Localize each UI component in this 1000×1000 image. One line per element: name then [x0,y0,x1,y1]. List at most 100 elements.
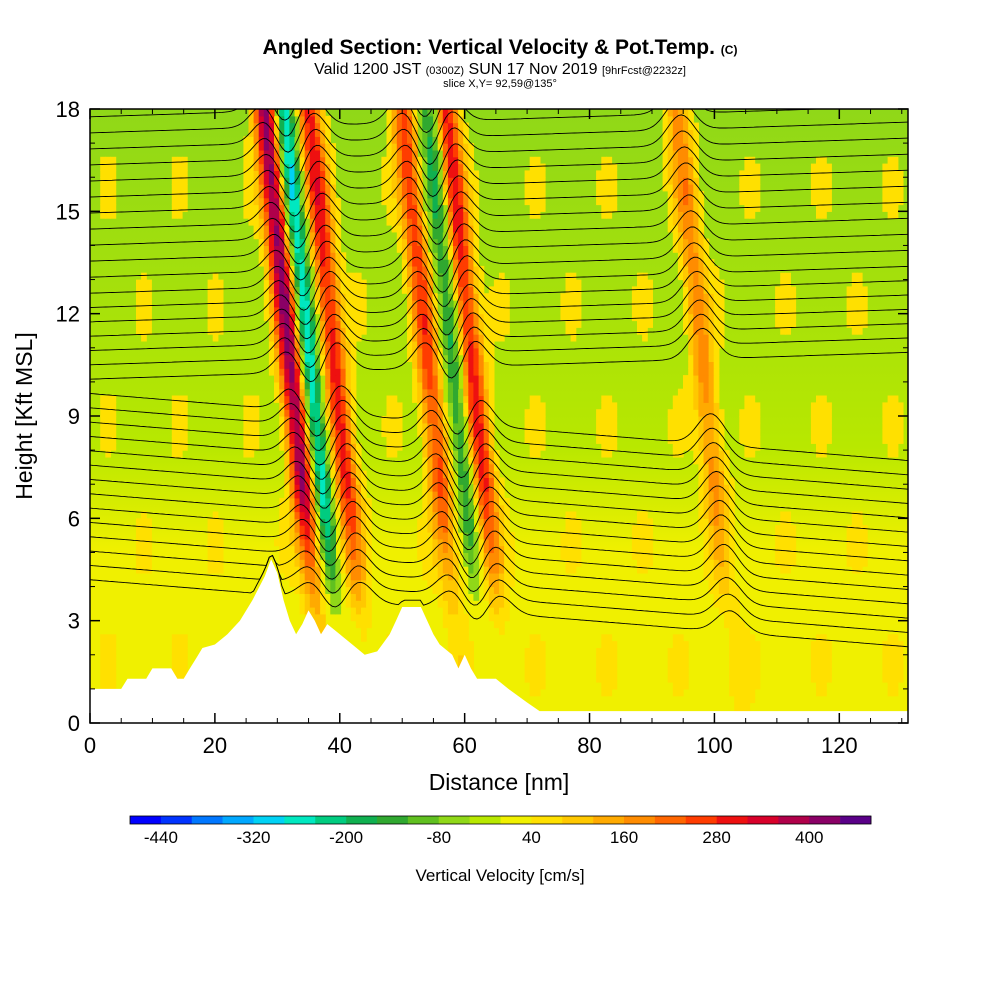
field-cell [427,395,434,403]
field-cell [268,259,275,267]
field-cell [601,641,608,649]
field-cell [754,416,761,424]
field-cell [427,429,434,438]
field-cell [427,170,434,178]
field-cell [176,416,183,424]
field-cell [325,572,331,581]
field-cell [483,525,490,533]
field-cell [478,511,485,519]
field-cell [294,477,301,485]
field-cell [340,300,347,308]
field-cell [432,204,439,212]
field-cell [785,552,792,560]
field-cell [468,204,475,212]
field-cell [314,463,321,472]
field-cell [642,286,648,294]
field-cell [366,593,372,601]
field-cell [473,395,480,403]
field-cell [729,668,735,676]
field-cell [110,170,117,178]
field-cell [575,525,582,533]
x-tick-label: 0 [84,733,96,758]
field-cell [647,286,654,294]
field-cell [427,525,434,533]
x-tick-label: 100 [696,733,733,758]
field-cell [698,388,705,397]
field-cell [391,422,398,431]
field-cell [780,300,786,308]
field-cell [309,375,316,383]
field-cell [509,572,515,581]
field-cell [504,532,510,540]
field-cell [570,300,577,308]
field-cell [529,156,536,165]
field-cell [698,450,705,458]
field-cell [606,177,613,185]
field-cell [606,429,613,438]
field-cell [335,579,342,588]
field-cell [268,122,275,131]
field-cell [442,136,449,144]
field-cell [309,470,316,479]
field-cell [320,163,326,172]
field-cell [314,409,321,417]
field-cell [688,272,694,281]
field-cell [427,320,434,328]
field-cell [412,218,418,226]
field-cell [320,252,326,260]
field-cell [473,422,480,431]
field-cell [340,484,347,492]
field-cell [437,456,444,465]
field-cell [412,225,418,233]
field-cell [780,552,786,560]
field-cell [309,306,316,315]
field-cell [212,532,219,540]
field-cell [729,675,735,683]
field-cell [688,245,694,253]
field-cell [304,279,311,288]
field-cell [427,136,434,144]
field-cell [248,211,255,219]
field-cell [320,225,326,233]
field-cell [458,641,464,649]
field-cell [171,402,178,410]
field-cell [493,552,500,560]
theta-contour-line [90,554,908,648]
field-cell [606,197,613,206]
field-cell [309,511,316,519]
field-cell [488,477,495,485]
field-cell [729,627,735,635]
field-cell [386,190,393,199]
field-cell [601,409,608,417]
field-cell [453,252,459,260]
field-cell [325,470,331,479]
field-cell [713,327,720,335]
field-cell [749,184,756,192]
field-cell [703,416,710,424]
field-cell [330,395,337,403]
field-cell [320,607,326,615]
field-cell [304,177,311,185]
field-cell [304,334,311,342]
field-cell [391,218,398,226]
field-cell [361,552,367,560]
field-cell [248,450,255,458]
field-cell [350,593,357,601]
field-cell [345,477,352,485]
field-cell [677,136,684,144]
field-cell [340,252,347,260]
field-cell [499,293,505,301]
field-cell [851,327,858,335]
field-cell [299,566,306,574]
field-cell [299,545,306,554]
field-cell [846,538,853,547]
field-cell [570,518,577,526]
field-cell [739,177,746,185]
field-cell [299,245,306,253]
field-cell [171,443,178,451]
field-cell [284,129,291,137]
field-cell [258,156,265,165]
field-cell [330,402,337,410]
field-cell [314,586,321,595]
field-cell [437,306,444,315]
